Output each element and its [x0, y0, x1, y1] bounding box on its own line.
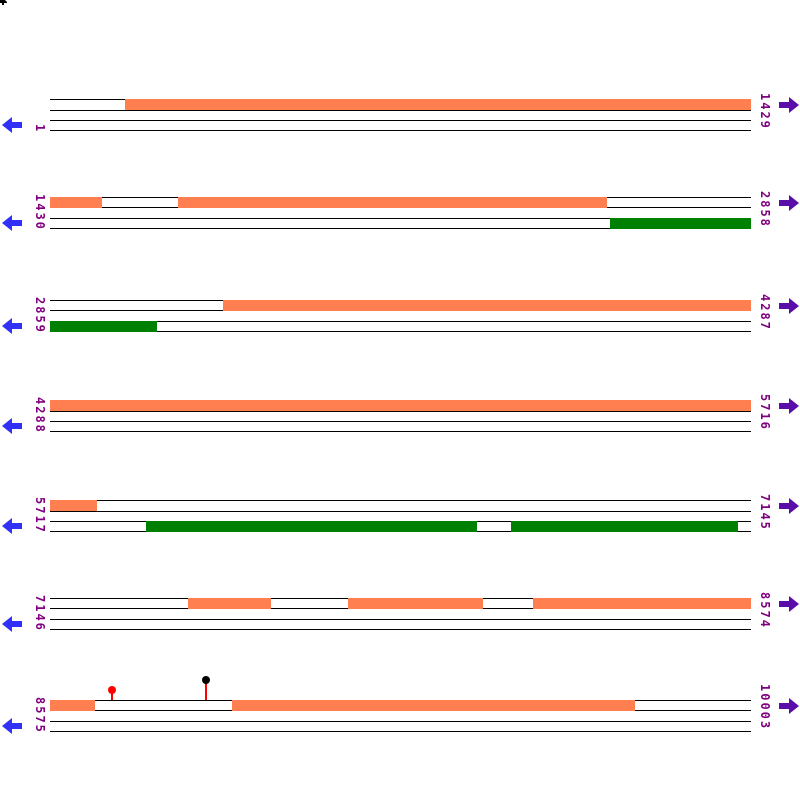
- track-line: [50, 500, 751, 501]
- reverse-strand-left-arrow-icon[interactable]: [2, 717, 23, 734]
- forward-strand-feature-bar: [50, 500, 97, 511]
- row-start-coordinate: 5717: [32, 462, 48, 534]
- forward-strand-right-arrow-icon[interactable]: [779, 194, 800, 211]
- forward-strand-feature-bar: [50, 400, 751, 411]
- forward-strand-feature-bar: [125, 99, 751, 110]
- site-marker-red-icon: [107, 686, 116, 694]
- track-line: [50, 720, 751, 722]
- forward-strand-feature-bar: [223, 299, 751, 311]
- reverse-strand-feature-bar: [146, 521, 477, 532]
- row-start-coordinate-text: 8575: [33, 696, 47, 734]
- forward-strand-right-arrow-icon[interactable]: [779, 595, 800, 612]
- forward-strand-feature-bar: [50, 699, 95, 711]
- row-end-coordinate-text: 5716: [758, 394, 772, 431]
- forward-strand-feature-bar: [178, 196, 607, 208]
- forward-strand-feature-bar: [533, 597, 751, 609]
- row-end-coordinate: 1429: [757, 58, 773, 130]
- clipped-text-fragment-icon: [0, 0, 7, 5]
- row-end-coordinate-text: 4287: [758, 293, 772, 331]
- forward-strand-right-arrow-icon[interactable]: [779, 697, 800, 714]
- row-end-coordinate: 8574: [757, 557, 773, 629]
- reverse-strand-feature-bar: [50, 320, 157, 332]
- track-line: [50, 217, 751, 219]
- row-start-coordinate: 7146: [32, 560, 48, 632]
- reverse-strand-left-arrow-icon[interactable]: [2, 317, 23, 334]
- track-line: [50, 710, 751, 711]
- row-end-coordinate-text: 10003: [758, 684, 772, 731]
- row-start-coordinate-text: 1430: [33, 193, 47, 231]
- forward-strand-right-arrow-icon[interactable]: [779, 398, 800, 414]
- track-line: [50, 510, 751, 512]
- row-end-coordinate-text: 8574: [758, 591, 772, 629]
- track-line: [50, 330, 751, 332]
- track-line: [50, 310, 751, 311]
- track-line: [50, 431, 751, 432]
- reverse-strand-feature-bar: [511, 521, 738, 532]
- track-line: [50, 608, 751, 609]
- row-end-coordinate: 7145: [757, 459, 773, 531]
- forward-strand-right-arrow-icon[interactable]: [779, 97, 800, 113]
- track-line: [50, 320, 751, 322]
- track-line: [50, 109, 751, 111]
- row-end-coordinate-text: 2858: [758, 190, 772, 228]
- row-start-coordinate: 1430: [32, 159, 48, 231]
- row-start-coordinate: 4288: [32, 362, 48, 434]
- reverse-strand-left-arrow-icon[interactable]: [2, 615, 23, 632]
- reverse-strand-feature-bar: [610, 217, 751, 229]
- forward-strand-right-arrow-icon[interactable]: [779, 498, 800, 514]
- row-end-coordinate: 10003: [757, 659, 773, 731]
- reverse-strand-left-arrow-icon[interactable]: [2, 518, 23, 534]
- row-start-coordinate-text: 1: [33, 123, 47, 133]
- row-end-coordinate: 4287: [757, 259, 773, 331]
- clipped-text-fragment-shape: [0, 0, 7, 5]
- forward-strand-right-arrow-icon[interactable]: [779, 297, 800, 314]
- track-line: [50, 120, 751, 121]
- row-start-coordinate: 1: [32, 61, 48, 133]
- track-line: [50, 207, 751, 208]
- track-line: [50, 421, 751, 422]
- forward-strand-feature-bar: [50, 196, 102, 208]
- forward-strand-feature-bar: [348, 597, 483, 609]
- track-line: [50, 628, 751, 630]
- row-end-coordinate-text: 1429: [758, 93, 772, 130]
- track-line: [50, 410, 751, 412]
- track-line: [50, 618, 751, 620]
- reverse-strand-left-arrow-icon[interactable]: [2, 117, 23, 133]
- track-line: [50, 130, 751, 131]
- site-marker-black-icon: [201, 676, 210, 684]
- row-end-coordinate: 2858: [757, 156, 773, 228]
- track-line: [50, 730, 751, 732]
- row-start-coordinate-text: 4288: [33, 397, 47, 434]
- forward-strand-feature-bar: [188, 597, 271, 609]
- site-marker-stem: [110, 693, 113, 700]
- row-start-coordinate: 2859: [32, 262, 48, 334]
- row-end-coordinate: 5716: [757, 359, 773, 431]
- row-start-coordinate-text: 2859: [33, 296, 47, 334]
- track-line: [50, 227, 751, 229]
- row-start-coordinate: 8575: [32, 662, 48, 734]
- row-start-coordinate-text: 5717: [33, 497, 47, 534]
- row-start-coordinate-text: 7146: [33, 594, 47, 632]
- row-end-coordinate-text: 7145: [758, 494, 772, 531]
- reverse-strand-left-arrow-icon[interactable]: [2, 418, 23, 434]
- forward-strand-feature-bar: [232, 699, 635, 711]
- reverse-strand-left-arrow-icon[interactable]: [2, 214, 23, 231]
- site-marker-stem: [204, 683, 207, 700]
